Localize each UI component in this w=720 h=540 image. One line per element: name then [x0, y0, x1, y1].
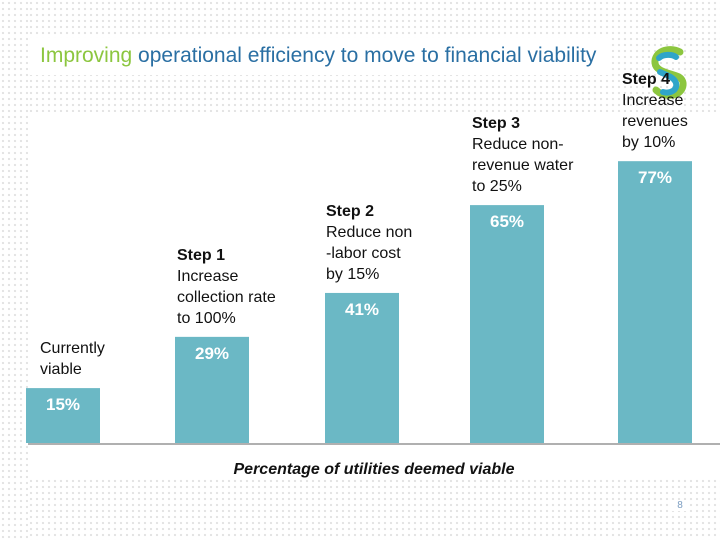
bar-4	[470, 205, 544, 443]
brand-logo-icon	[651, 46, 687, 99]
category-label-1: Currently viable	[40, 340, 105, 378]
page-number: 8	[672, 500, 688, 511]
category-label-2: Step 1 Increase collection rate to 100%	[177, 247, 276, 327]
bar-1	[26, 388, 100, 443]
dotted-background-bottom	[28, 478, 720, 540]
dotted-background-left	[0, 0, 28, 540]
bar-5	[618, 161, 692, 443]
slide-title-rest: operational efficiency to move to financ…	[132, 44, 597, 67]
category-label-5: Step 4 Increase revenues by 10%	[622, 71, 688, 151]
bar-2	[175, 336, 249, 443]
category-label-3: Step 2 Reduce non -labor cost by 15%	[326, 203, 412, 283]
bar-value-label-4: 65%	[490, 212, 524, 231]
bar-value-label-2: 29%	[195, 344, 229, 363]
category-label-line: revenues	[622, 113, 688, 130]
category-label-line: collection rate	[177, 289, 276, 306]
category-label-line: Step 3	[472, 115, 520, 132]
category-label-line: Step 2	[326, 203, 374, 220]
category-label-line: viable	[40, 361, 82, 378]
category-label-line: Increase	[622, 92, 683, 109]
category-label-line: Increase	[177, 268, 238, 285]
category-label-line: Reduce non	[326, 224, 412, 241]
x-axis-line	[28, 443, 720, 445]
x-axis-label: Percentage of utilities deemed viable	[234, 461, 515, 478]
category-label-4: Step 3 Reduce non-revenue water to 25%	[472, 115, 574, 195]
category-label-line: to 100%	[177, 310, 236, 327]
category-label-line: Step 4	[622, 71, 670, 88]
bar-value-label-1: 15%	[46, 395, 80, 414]
bar-value-label-5: 77%	[638, 168, 672, 187]
bar-value-label-3: 41%	[345, 300, 379, 319]
slide-title: Improving operational efficiency to move…	[30, 38, 610, 75]
category-label-line: by 15%	[326, 266, 379, 283]
category-label-line: to 25%	[472, 178, 522, 195]
category-label-line: Step 1	[177, 247, 225, 264]
category-label-line: Currently	[40, 340, 105, 357]
bar-3	[325, 292, 399, 443]
category-label-line: revenue water	[472, 157, 574, 174]
category-label-line: Reduce non-	[472, 136, 564, 153]
category-label-line: -labor cost	[326, 245, 401, 262]
category-label-line: by 10%	[622, 134, 675, 151]
slide-title-accent: Improving	[40, 44, 133, 67]
